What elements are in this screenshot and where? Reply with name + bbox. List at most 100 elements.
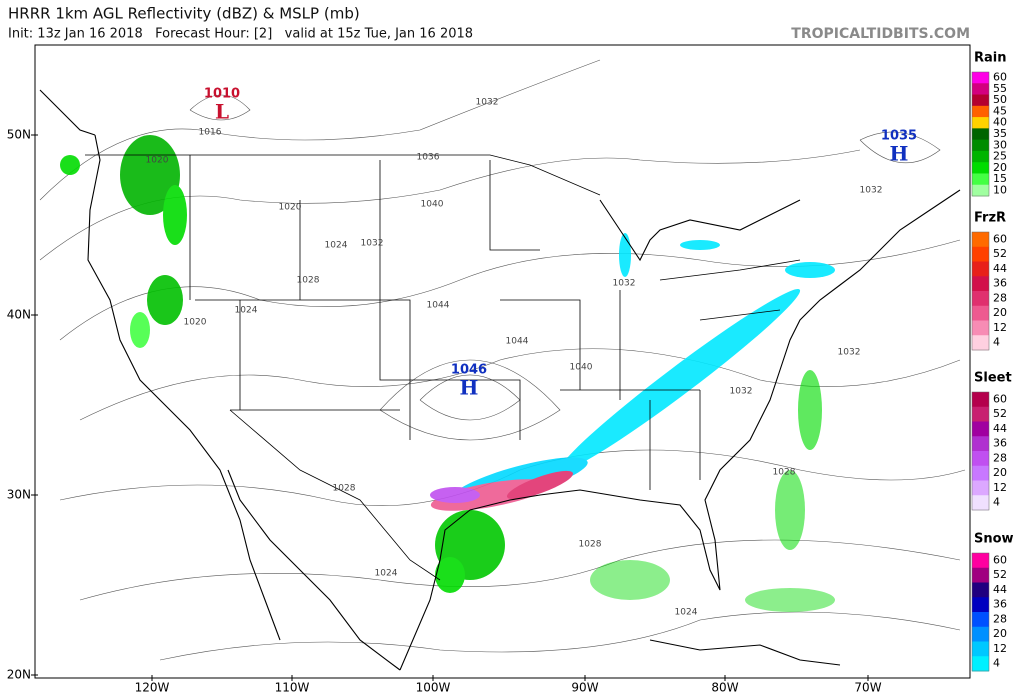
legend-label: 28 bbox=[993, 612, 1007, 625]
isobar-label: 1024 bbox=[675, 608, 698, 618]
isobar-label: 1032 bbox=[613, 279, 636, 289]
isobar-label: 1020 bbox=[146, 156, 169, 166]
legend-swatch bbox=[972, 335, 989, 351]
legend-label: 60 bbox=[993, 392, 1007, 405]
title: HRRR 1km AGL Reflectivity (dBZ) & MSLP (… bbox=[8, 5, 360, 23]
isobar-label: 1020 bbox=[279, 203, 302, 213]
legend-label: 4 bbox=[993, 336, 1000, 349]
isobar-label: 1032 bbox=[838, 348, 861, 358]
legend-label: 20 bbox=[993, 161, 1007, 174]
isobar-label: 1028 bbox=[333, 484, 356, 494]
isobar-label: 1028 bbox=[297, 276, 320, 286]
legend-swatch bbox=[972, 305, 989, 321]
borders bbox=[85, 154, 801, 581]
legend-label: 60 bbox=[993, 232, 1007, 245]
legend-swatch bbox=[972, 105, 989, 118]
legend-label: 4 bbox=[993, 496, 1000, 509]
isobar-label: 1032 bbox=[730, 387, 753, 397]
legend-label: 40 bbox=[993, 116, 1007, 129]
lon-label: 100W bbox=[416, 681, 451, 695]
isobar-label: 1024 bbox=[325, 241, 348, 251]
map-frame bbox=[34, 44, 971, 679]
legend-label: 36 bbox=[993, 277, 1007, 290]
legend-swatch bbox=[972, 480, 989, 496]
legend-label: 50 bbox=[993, 93, 1007, 106]
isobar-label: 1032 bbox=[860, 186, 883, 196]
legend-label: 12 bbox=[993, 481, 1007, 494]
legend-swatch bbox=[972, 567, 989, 583]
legend-label: 44 bbox=[993, 262, 1007, 275]
pressure-value: 1046 bbox=[451, 363, 487, 378]
legend-label: 44 bbox=[993, 583, 1007, 596]
isobar-label: 1044 bbox=[427, 301, 450, 311]
legend-label: 20 bbox=[993, 627, 1007, 640]
site-name: TROPICALTIDBITS.COM bbox=[791, 26, 970, 42]
legend-swatch bbox=[972, 72, 989, 84]
isobar-label: 1024 bbox=[375, 569, 398, 579]
legend-swatch bbox=[972, 436, 989, 452]
isobar-label: 1016 bbox=[199, 128, 222, 138]
legend-label: 52 bbox=[993, 247, 1007, 260]
lon-label: 110W bbox=[275, 681, 310, 695]
legend-title: Snow bbox=[974, 532, 1014, 547]
subtitle: Init: 13z Jan 16 2018 Forecast Hour: [2]… bbox=[8, 27, 473, 42]
isobar-label: 1036 bbox=[417, 153, 440, 163]
legend-label: 36 bbox=[993, 437, 1007, 450]
legend-label: 60 bbox=[993, 553, 1007, 566]
legend-swatch bbox=[972, 261, 989, 277]
legend-label: 60 bbox=[993, 71, 1007, 84]
legend-label: 44 bbox=[993, 422, 1007, 435]
legend-swatch bbox=[972, 94, 989, 107]
legend-swatch bbox=[972, 128, 989, 141]
legend-swatch bbox=[972, 612, 989, 628]
legend-swatch bbox=[972, 232, 989, 248]
legend-label: 52 bbox=[993, 407, 1007, 420]
pressure-letter: L bbox=[215, 100, 229, 124]
legend-swatch bbox=[972, 421, 989, 437]
legend-label: 52 bbox=[993, 568, 1007, 581]
legend-swatch bbox=[972, 184, 989, 197]
legend-swatch bbox=[972, 641, 989, 657]
legend-title: Rain bbox=[974, 51, 1007, 66]
isobar-label: 1040 bbox=[570, 363, 593, 373]
legend-swatch bbox=[972, 320, 989, 336]
legend-label: 25 bbox=[993, 150, 1007, 163]
legend: Rain6055504540353025201510FrzR6052443628… bbox=[971, 51, 1014, 672]
lat-label: 50N bbox=[7, 128, 31, 142]
legend-swatch bbox=[972, 150, 989, 163]
legend-bar-frame bbox=[971, 231, 990, 351]
lat-label: 40N bbox=[7, 308, 31, 322]
legend-bar-frame bbox=[971, 71, 990, 197]
legend-label: 55 bbox=[993, 82, 1007, 95]
legend-swatch bbox=[972, 597, 989, 613]
legend-swatch bbox=[972, 246, 989, 262]
pressure-value: 1035 bbox=[881, 129, 917, 144]
legend-swatch bbox=[972, 83, 989, 96]
legend-swatch bbox=[972, 162, 989, 174]
legend-label: 15 bbox=[993, 172, 1007, 185]
pressure-value: 1010 bbox=[204, 87, 240, 102]
legend-label: 30 bbox=[993, 138, 1007, 151]
legend-label: 45 bbox=[993, 104, 1007, 117]
legend-label: 4 bbox=[993, 657, 1000, 670]
legend-label: 28 bbox=[993, 291, 1007, 304]
legend-swatch bbox=[972, 276, 989, 292]
lon-label: 120W bbox=[135, 681, 170, 695]
isobar-label: 1020 bbox=[184, 318, 207, 328]
legend-label: 10 bbox=[993, 183, 1007, 196]
lat-label: 20N bbox=[7, 668, 31, 682]
legend-label: 28 bbox=[993, 451, 1007, 464]
legend-swatch bbox=[972, 495, 989, 511]
legend-swatch bbox=[972, 173, 989, 186]
isobar-label: 1024 bbox=[235, 306, 258, 316]
isobar-label: 1028 bbox=[579, 540, 602, 550]
isobar-label: 1028 bbox=[773, 468, 796, 478]
legend-bar-frame bbox=[971, 391, 990, 511]
legend-title: Sleet bbox=[974, 371, 1012, 386]
legend-swatch bbox=[972, 465, 989, 481]
map: 1016 1020 1020 1024 1032 1036 1032 1040 1028 1024… bbox=[7, 44, 971, 695]
legend-swatch bbox=[972, 553, 989, 569]
legend-swatch bbox=[972, 291, 989, 307]
isobar-label: 1032 bbox=[476, 98, 499, 108]
